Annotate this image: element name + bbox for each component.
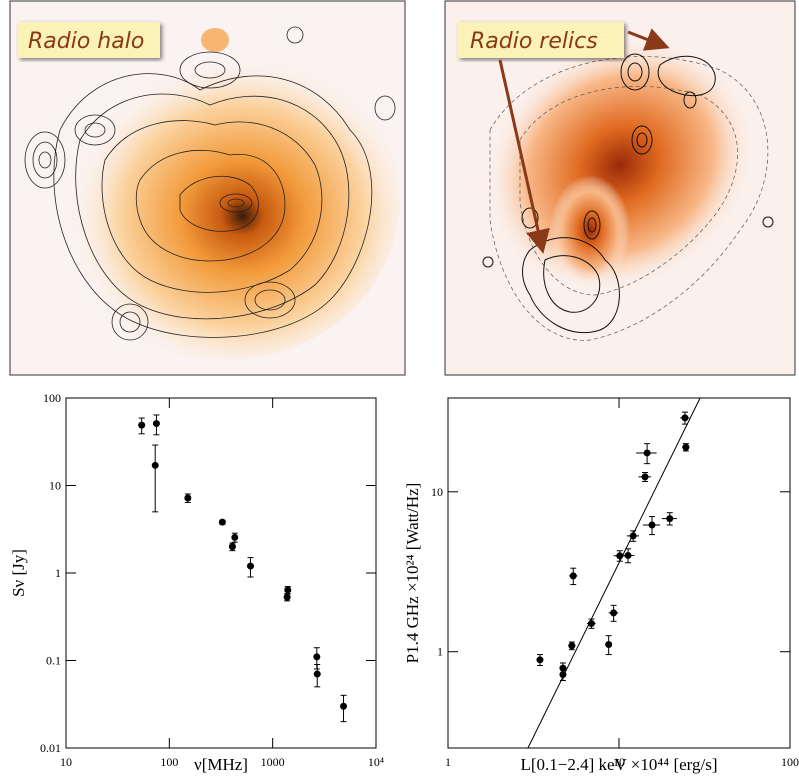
y-tick-label: 0.1 [46,654,61,668]
image-label: Radio relics [470,29,598,54]
point [616,552,624,560]
point [610,609,618,617]
point [184,494,192,502]
halo-image: Radio halo [9,0,406,376]
point [605,640,613,648]
point [284,586,292,594]
point [313,670,321,678]
plot-frame [447,397,791,749]
point [138,421,146,429]
point [681,414,689,422]
x-tick-label: 100 [781,755,799,769]
point [587,620,595,628]
point [648,521,656,529]
point [231,533,239,541]
y-tick-label: 100 [43,391,61,405]
point [569,572,577,580]
point [641,473,649,481]
point [340,702,348,710]
y-tick-label: 10 [431,485,443,499]
y-tick-label: 1 [437,645,443,659]
x-axis-label: ν[MHz] [194,755,248,774]
y-axis-label: Sν [Jy] [9,549,28,597]
x-tick-label: 10 [60,755,72,769]
point [629,532,637,540]
point [624,551,632,559]
point [666,515,674,523]
y-axis-label: P1.4 GHz ×10²⁴ [Watt/Hz] [403,483,422,664]
point [643,449,651,457]
y-tick-label: 1 [55,566,61,580]
point [559,671,567,679]
fit-line [527,397,701,748]
point [151,461,159,469]
point [568,642,576,650]
image-label: Radio halo [28,29,144,54]
point [218,518,226,526]
plot-frame [65,397,377,749]
point [228,543,236,551]
x-tick-label: 1000 [261,755,285,769]
point [246,562,254,570]
x-tick-label: 1 [445,755,451,769]
point [152,420,160,428]
point [536,656,544,664]
point [682,443,690,451]
x-axis-label: L[0.1−2.4] keV ×10⁴⁴ [erg/s] [520,755,717,774]
y-tick-label: 10 [49,479,61,493]
y-tick-label: 0.01 [40,741,61,755]
x-tick-label: 10⁴ [368,755,384,769]
x-tick-label: 100 [160,755,178,769]
x-tick-label: 10 [613,755,625,769]
relics-image: Radio relics [444,0,796,376]
point [313,653,321,661]
point [283,593,291,601]
point [559,664,567,672]
